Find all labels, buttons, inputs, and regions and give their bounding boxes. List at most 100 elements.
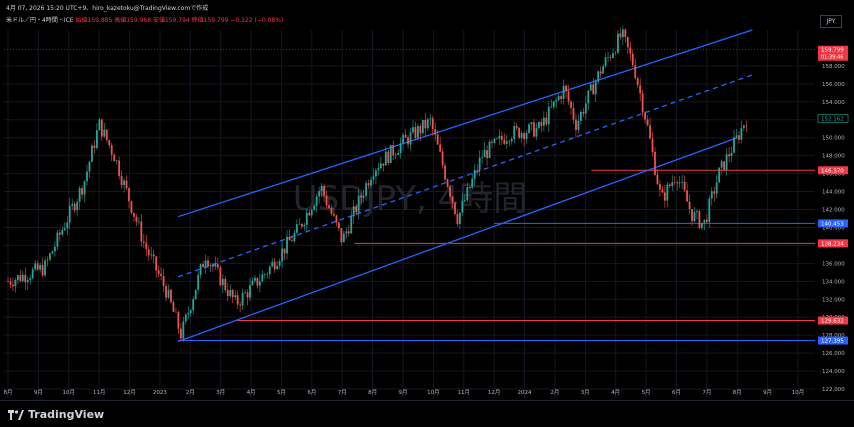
candle-body <box>698 211 701 228</box>
candle-body <box>604 57 607 67</box>
candle-body <box>562 85 565 99</box>
candle-body <box>550 106 553 108</box>
candle-body <box>182 321 185 339</box>
level-label-bg <box>818 336 848 345</box>
candle-body <box>305 212 308 225</box>
x-tick-label: 9月 <box>763 389 772 396</box>
candle-body <box>639 85 642 94</box>
y-tick-label: 158.000 <box>822 64 845 70</box>
channel-line-lower <box>177 137 738 343</box>
candle-body <box>431 118 434 130</box>
header-timestamp: 4月 07, 2026 15:20 UTC+9、hiro_kazetoku@Tr… <box>6 5 209 12</box>
candle-body <box>29 278 32 281</box>
candle-body <box>486 150 488 159</box>
candle-body <box>567 91 570 102</box>
candle-body <box>204 260 207 267</box>
candle-body <box>659 184 661 190</box>
candle-body <box>636 78 639 86</box>
candle-body <box>298 223 301 225</box>
candle-body <box>58 232 61 235</box>
candle-body <box>421 119 424 134</box>
candle-body <box>582 111 585 114</box>
candle-body <box>730 152 733 157</box>
candle-body <box>118 160 121 177</box>
candle-body <box>703 219 706 223</box>
watermark: USDJPY, 4時間 <box>293 179 527 219</box>
y-tick-label: 156.000 <box>822 82 845 88</box>
candle-body <box>78 188 81 202</box>
candle-body <box>387 151 390 164</box>
candle-body <box>288 236 291 241</box>
candle-body <box>261 274 264 282</box>
candle-body <box>256 277 259 286</box>
candle-body <box>142 241 145 243</box>
candle-body <box>340 228 343 243</box>
candle-body <box>686 190 688 202</box>
candle-body <box>291 240 293 242</box>
candle-body <box>683 181 686 191</box>
candle-body <box>155 256 158 271</box>
candle-body <box>473 169 476 179</box>
candle-body <box>476 169 479 171</box>
candle-body <box>39 265 42 270</box>
candle-body <box>192 299 195 311</box>
x-tick-label: 5月 <box>277 389 286 396</box>
candle-body <box>676 182 679 184</box>
candle-body <box>16 275 19 281</box>
candle-body <box>236 295 239 305</box>
candle-body <box>379 163 382 169</box>
candle-body <box>666 184 669 201</box>
candle-body <box>656 174 659 185</box>
candle-body <box>249 285 251 298</box>
candle-body <box>614 52 617 54</box>
candle-body <box>673 182 676 183</box>
candle-body <box>133 212 135 217</box>
candle-body <box>273 261 276 270</box>
candle-body <box>449 186 451 197</box>
y-tick-label: 122.000 <box>822 387 845 393</box>
x-tick-label: 6月 <box>307 389 316 396</box>
candle-body <box>81 188 83 195</box>
candle-body <box>454 202 456 215</box>
x-tick-label: 5月 <box>642 389 651 396</box>
candle-body <box>98 119 101 131</box>
candle-body <box>609 56 612 58</box>
currency-label[interactable]: JPY <box>820 15 842 28</box>
candle-body <box>540 122 543 126</box>
candle-body <box>34 263 37 270</box>
candle-body <box>394 154 397 156</box>
candle-body <box>530 122 533 125</box>
candle-body <box>597 71 600 82</box>
level-label: 146.370 <box>821 168 844 174</box>
candle-body <box>41 265 44 276</box>
x-tick-label: 7月 <box>702 389 711 396</box>
x-tick-label: 2023 <box>153 390 167 396</box>
symbol-name[interactable]: 米ドル／円・4時間・ICE <box>6 17 74 24</box>
tradingview-logo[interactable]: TradingView <box>8 408 104 421</box>
candle-body <box>86 171 88 182</box>
candle-body <box>735 135 738 138</box>
candle-body <box>71 203 74 206</box>
candle-body <box>21 274 24 282</box>
y-tick-label: 150.000 <box>822 136 845 142</box>
level-label-bg <box>818 166 848 175</box>
candle-body <box>738 135 740 140</box>
candle-body <box>404 134 407 138</box>
candle-body <box>654 151 656 175</box>
candle-body <box>167 289 170 298</box>
y-tick-label: 124.000 <box>822 369 845 375</box>
candle-body <box>584 103 587 114</box>
y-tick-label: 136.000 <box>822 261 845 267</box>
candle-body <box>515 126 518 128</box>
candle-body <box>347 231 350 234</box>
candle-body <box>63 228 66 231</box>
candle-body <box>12 284 14 287</box>
candle-body <box>320 185 323 192</box>
candle-body <box>165 286 167 298</box>
x-tick-label: 10月 <box>63 389 76 396</box>
candle-body <box>644 112 647 120</box>
candle-body <box>720 161 723 168</box>
candle-body <box>681 181 684 183</box>
candle-body <box>286 236 288 254</box>
